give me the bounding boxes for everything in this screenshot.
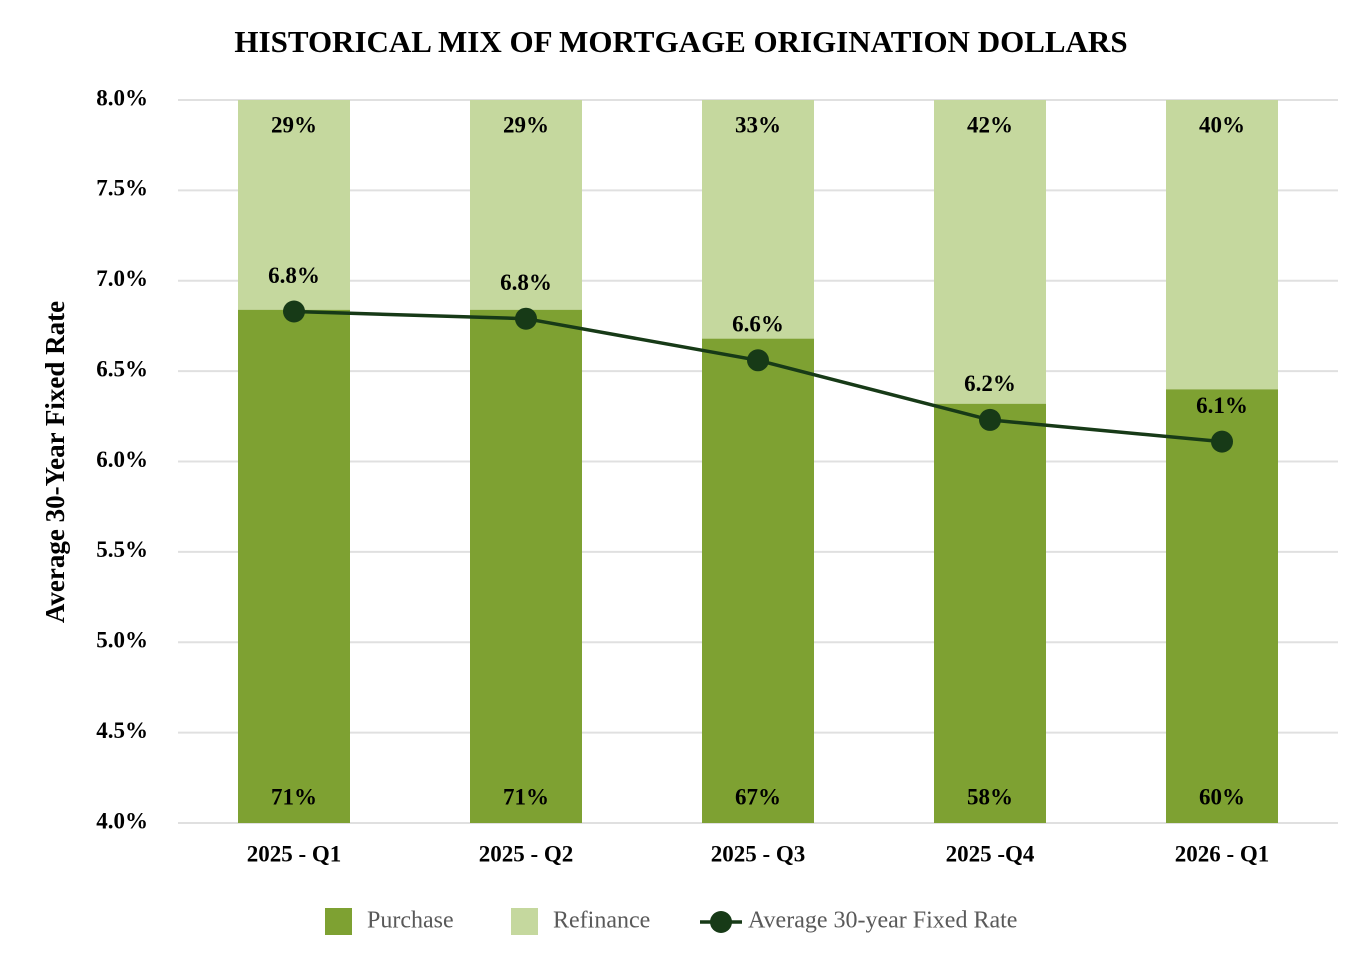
data-label: 29% <box>271 112 317 137</box>
y-tick-label: 4.0% <box>96 808 148 833</box>
bar-segment <box>1166 389 1278 823</box>
data-label: 58% <box>967 784 1013 809</box>
line-point <box>515 307 537 330</box>
x-tick-label: 2025 -Q4 <box>946 841 1035 866</box>
data-label: 6.2% <box>964 371 1016 396</box>
data-label: 71% <box>271 784 317 809</box>
legend-label: Average 30-year Fixed Rate <box>748 908 1017 934</box>
bar-segment <box>702 100 814 339</box>
legend-label: Refinance <box>553 908 650 934</box>
bar-segment <box>238 100 350 310</box>
data-label: 29% <box>503 112 549 137</box>
x-tick-label: 2025 - Q1 <box>247 841 342 866</box>
data-label: 60% <box>1199 784 1245 809</box>
legend-swatch <box>710 911 732 933</box>
data-label: 42% <box>967 112 1013 137</box>
x-tick-label: 2025 - Q2 <box>479 841 574 866</box>
bar-segment <box>470 100 582 310</box>
bar-segment <box>1166 100 1278 390</box>
data-label: 6.8% <box>500 270 552 295</box>
legend-label: Purchase <box>367 908 454 934</box>
bar-segment <box>470 309 582 823</box>
data-label: 6.6% <box>732 312 784 337</box>
x-tick-label: 2025 - Q3 <box>711 841 806 866</box>
data-label: 67% <box>735 784 781 809</box>
y-axis-label: Average 30-Year Fixed Rate <box>40 301 70 623</box>
bar-segment <box>238 309 350 823</box>
line-point <box>747 349 769 372</box>
x-tick-label: 2026 - Q1 <box>1175 841 1270 866</box>
y-tick-label: 6.0% <box>96 447 148 472</box>
data-label: 33% <box>735 112 781 137</box>
chart-title: HISTORICAL MIX OF MORTGAGE ORIGINATION D… <box>234 24 1127 59</box>
y-tick-label: 5.5% <box>96 537 148 562</box>
y-tick-label: 8.0% <box>96 85 148 110</box>
y-tick-label: 4.5% <box>96 718 148 743</box>
legend-swatch <box>511 908 538 935</box>
legend-swatch <box>325 908 352 935</box>
data-label: 40% <box>1199 112 1245 137</box>
data-label: 71% <box>503 784 549 809</box>
y-tick-label: 7.0% <box>96 266 148 291</box>
y-tick-label: 6.5% <box>96 356 148 381</box>
bar-segment <box>934 100 1046 404</box>
line-point <box>283 300 305 323</box>
bar-segment <box>702 338 814 823</box>
bar-segment <box>934 403 1046 823</box>
y-tick-label: 7.5% <box>96 176 148 201</box>
line-point <box>979 408 1001 431</box>
line-point <box>1211 430 1233 453</box>
data-label: 6.1% <box>1196 393 1248 418</box>
y-tick-label: 5.0% <box>96 628 148 653</box>
data-label: 6.8% <box>268 263 320 288</box>
